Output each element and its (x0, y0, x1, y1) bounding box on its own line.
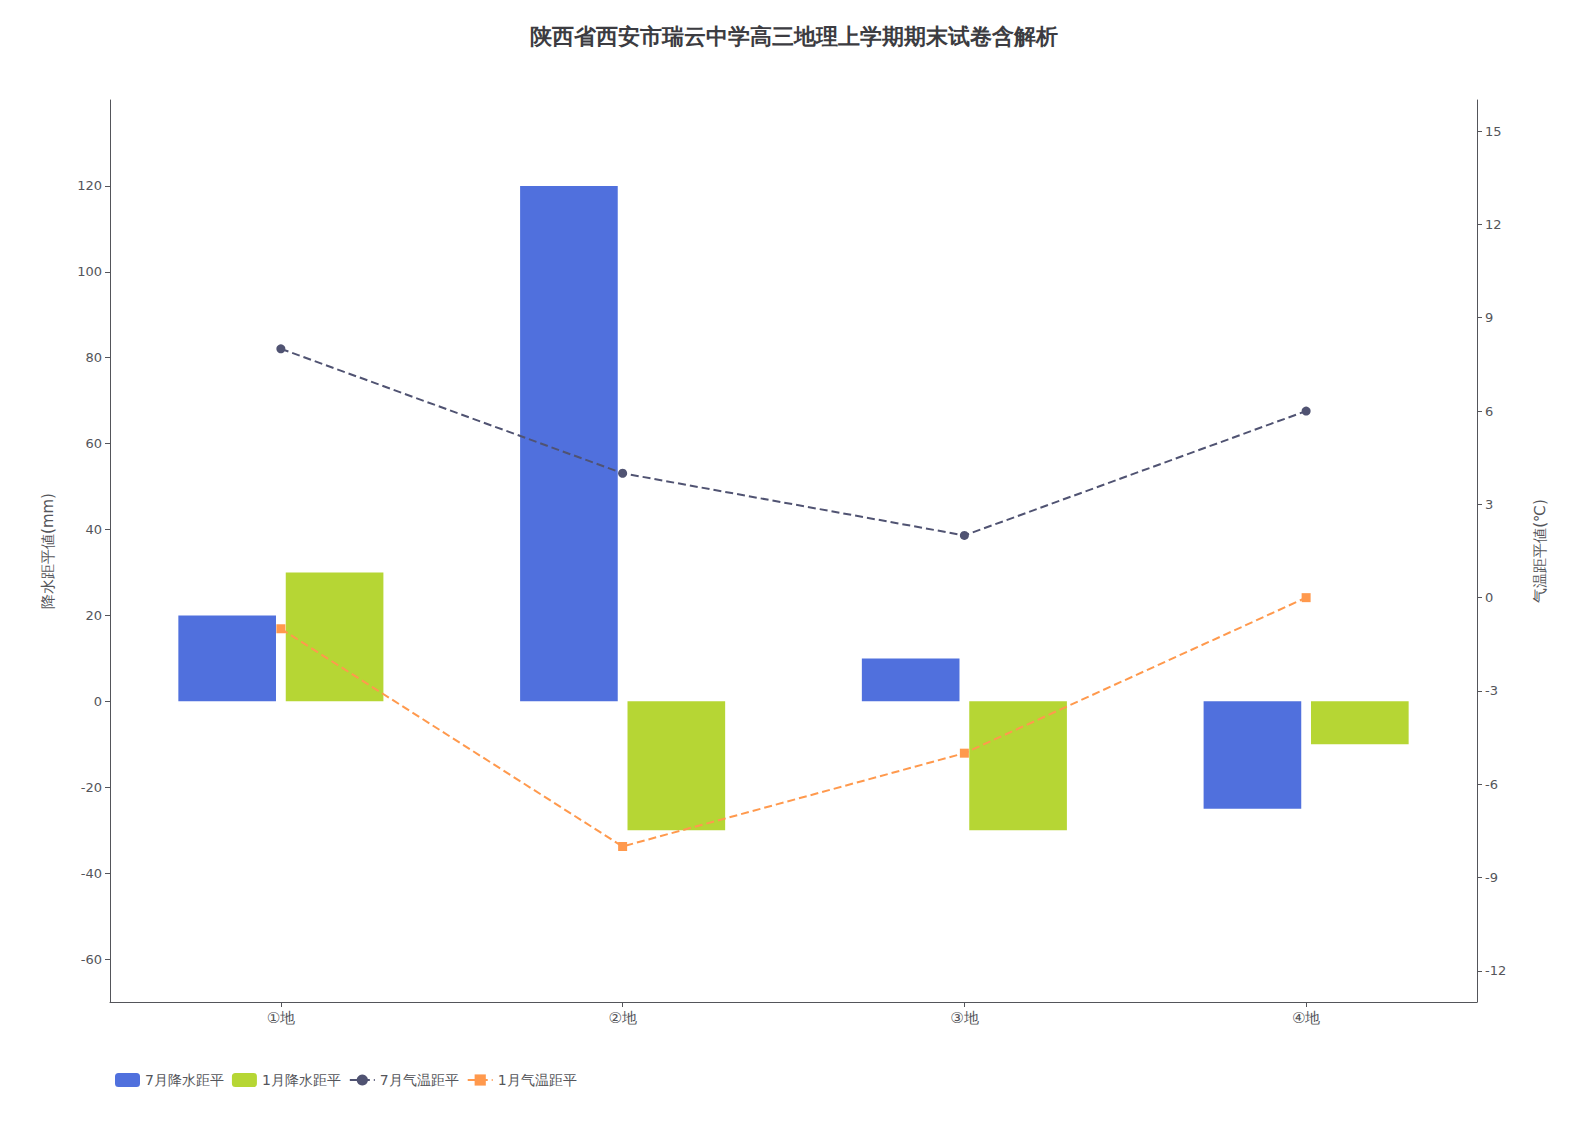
svg-text:20: 20 (85, 608, 102, 623)
svg-text:40: 40 (85, 522, 102, 537)
svg-text:-6: -6 (1485, 777, 1498, 792)
svg-text:80: 80 (85, 350, 102, 365)
svg-text:7月降水距平: 7月降水距平 (145, 1072, 224, 1088)
svg-text:气温距平値(℃): 气温距平値(℃) (1531, 499, 1549, 603)
svg-text:③地: ③地 (950, 1009, 978, 1027)
svg-text:-12: -12 (1485, 963, 1506, 978)
svg-text:-9: -9 (1485, 870, 1498, 885)
svg-text:-60: -60 (81, 952, 102, 967)
svg-text:120: 120 (77, 178, 102, 193)
svg-text:15: 15 (1485, 124, 1502, 139)
svg-text:60: 60 (85, 436, 102, 451)
svg-text:降水距平値(mm): 降水距平値(mm) (39, 493, 57, 609)
svg-text:9: 9 (1485, 310, 1493, 325)
svg-text:-20: -20 (81, 780, 102, 795)
svg-text:-3: -3 (1485, 683, 1498, 698)
svg-text:陕西省西安市瑞云中学高三地理上学期期末试卷含解析: 陕西省西安市瑞云中学高三地理上学期期末试卷含解析 (530, 24, 1058, 49)
svg-text:100: 100 (77, 264, 102, 279)
svg-text:②地: ②地 (608, 1009, 636, 1027)
svg-text:6: 6 (1485, 404, 1493, 419)
svg-text:1月降水距平: 1月降水距平 (262, 1072, 341, 1088)
svg-text:④地: ④地 (1292, 1009, 1320, 1027)
svg-text:0: 0 (94, 694, 102, 709)
svg-text:0: 0 (1485, 590, 1493, 605)
svg-text:12: 12 (1485, 217, 1502, 232)
svg-text:3: 3 (1485, 497, 1493, 512)
svg-text:-40: -40 (81, 866, 102, 881)
svg-text:7月气温距平: 7月气温距平 (380, 1072, 459, 1088)
svg-text:1月气温距平: 1月气温距平 (498, 1072, 577, 1088)
svg-text:①地: ①地 (267, 1009, 295, 1027)
